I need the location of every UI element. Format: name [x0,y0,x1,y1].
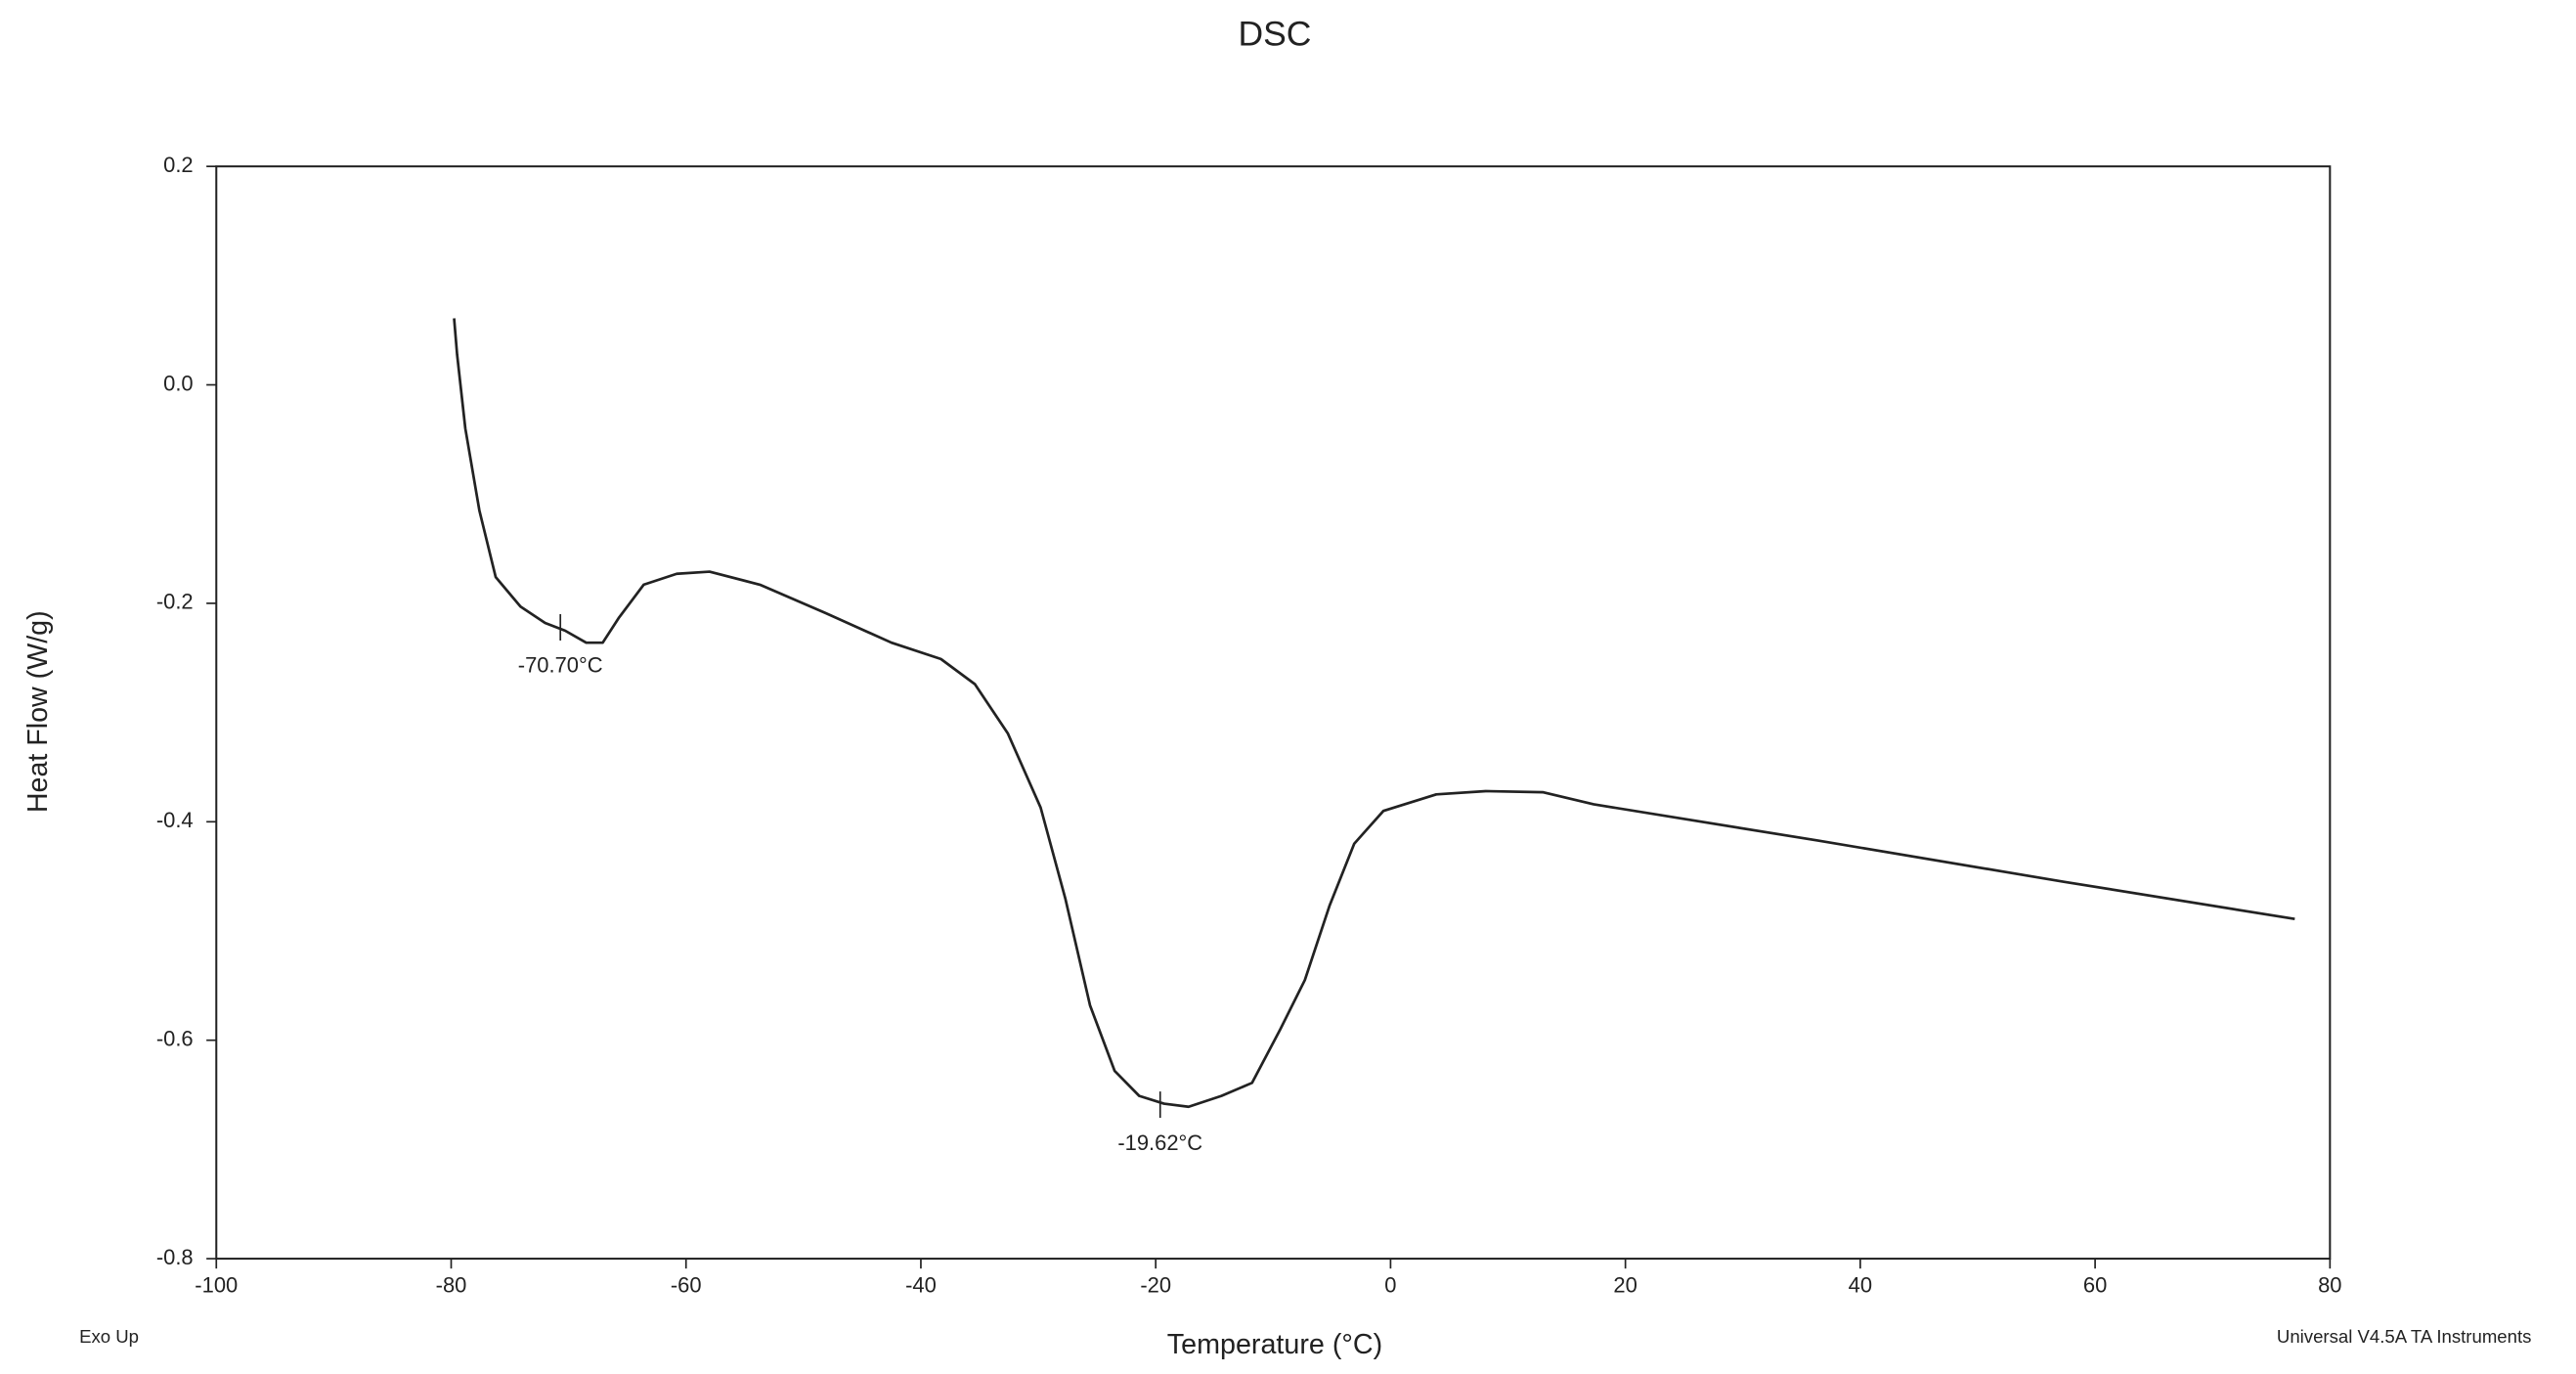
x-tick-label: 20 [1613,1273,1637,1298]
x-tick-label: -80 [436,1273,467,1298]
annotation: -19.62°C [1117,1130,1202,1155]
y-tick-label: -0.4 [156,808,194,832]
x-tick-label: -40 [905,1273,937,1298]
x-tick-label: -60 [671,1273,702,1298]
chart-title: DSC [1239,14,1312,53]
x-tick-label: 80 [2318,1273,2341,1298]
x-tick-label: 60 [2083,1273,2107,1298]
y-tick-label: 0.0 [163,371,193,395]
y-tick-label: 0.2 [163,153,193,177]
x-tick-label: -20 [1140,1273,1171,1298]
y-axis-label: Heat Flow (W/g) [22,610,54,813]
x-tick-label: 40 [1849,1273,1872,1298]
y-tick-label: -0.6 [156,1027,194,1051]
plot-frame [215,165,2332,1261]
footer-left: Exo Up [79,1326,139,1347]
footer-right: Universal V4.5A TA Instruments [2277,1326,2531,1347]
y-tick-label: -0.8 [156,1245,194,1269]
x-tick-label: -100 [195,1273,238,1298]
x-axis-label: Temperature (°C) [1167,1329,1382,1360]
y-tick-label: -0.2 [156,590,194,614]
annotation: -70.70°C [518,653,603,678]
x-tick-label: 0 [1384,1273,1396,1298]
data-line [453,318,2295,1109]
